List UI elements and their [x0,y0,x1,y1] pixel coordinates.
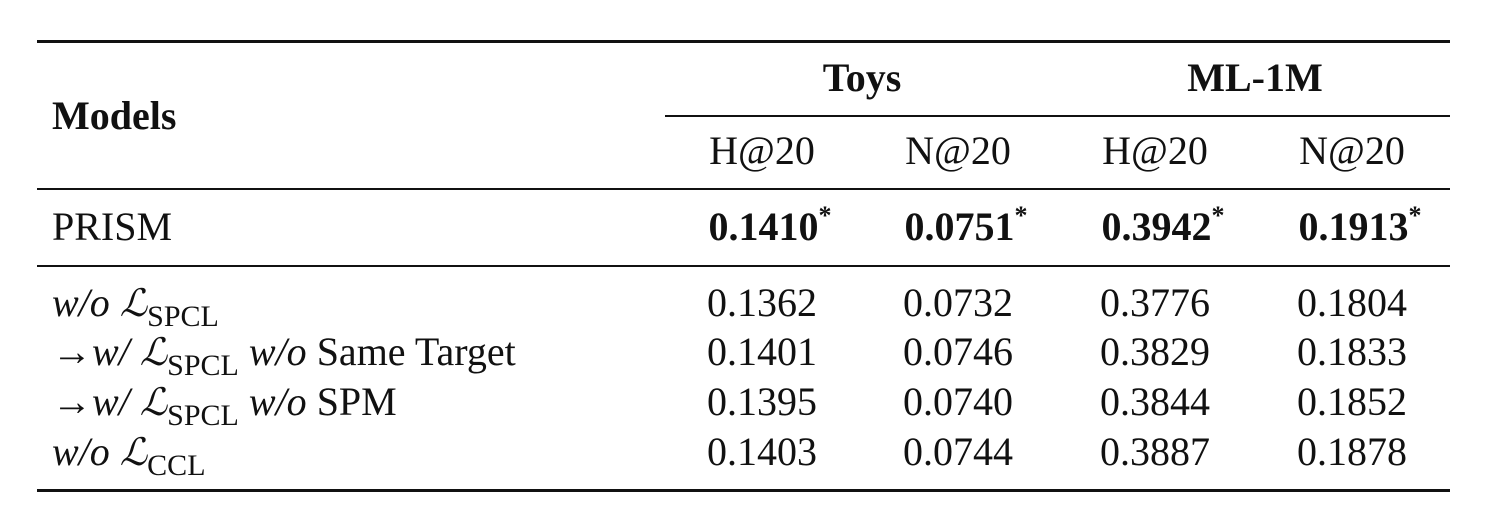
label-part: w/o [248,379,307,424]
label-part: w/o [248,329,307,374]
label-part: → [52,329,92,374]
cell: 0.1403 [707,429,817,474]
label-part: SPCL [167,399,239,432]
cell: 0.1833 [1297,329,1407,374]
significance-mark: * [1211,201,1225,230]
significance-mark: * [818,201,832,230]
label-part: ℒ [139,380,168,424]
label-part: SPM [316,379,397,424]
label-part: ℒ [119,430,148,474]
cell: 0.1804 [1297,280,1407,325]
metric-header: H@20 [1102,128,1208,173]
significance-mark: * [1408,201,1422,230]
cell: 0.3942* [1101,203,1225,249]
cell: 0.0746 [903,329,1013,374]
row-label: PRISM [52,204,173,249]
cell: 0.1410* [708,203,832,249]
row-label: w/o ℒSPCL [52,280,219,332]
label-part: w/ [92,329,130,374]
row-label: →w/ℒSPCL w/o Same Target [52,329,516,381]
label-part: Same Target [316,329,516,374]
bottom-rule [37,489,1450,492]
cell: 0.1362 [707,280,817,325]
cell: 0.0740 [903,379,1013,424]
label-part: w/o [52,280,110,325]
label-part: SPCL [147,300,219,333]
cell: 0.0744 [903,429,1013,474]
label-part: ℒ [139,330,168,374]
group-header: Toys [822,55,902,100]
cell: 0.1852 [1297,379,1407,424]
label-part: SPCL [167,349,239,382]
label-part: ℒ [119,281,148,325]
cell: 0.3887 [1100,429,1210,474]
models-header: Models [52,93,177,138]
group-header: ML-1M [1187,55,1323,100]
cell: 0.1395 [707,379,817,424]
row-label: →w/ℒSPCL w/o SPM [52,379,397,431]
cell-value: 0.1410 [708,204,819,249]
label-part: CCL [147,449,206,482]
cell-value: 0.0751 [904,204,1015,249]
significance-mark: * [1014,201,1028,230]
cell-value: 0.1913 [1298,204,1409,249]
cell: 0.0732 [903,280,1013,325]
label-part: → [52,379,92,424]
cell: 0.1878 [1297,429,1407,474]
header-rule [37,188,1450,190]
label-part: w/o [52,429,110,474]
cell: 0.1913* [1298,203,1422,249]
mid-rule [37,265,1450,267]
top-rule [37,40,1450,43]
cell-value: 0.3942 [1101,204,1212,249]
group-rule [665,115,1450,117]
cell: 0.1401 [707,329,817,374]
cell: 0.3829 [1100,329,1210,374]
metric-header: N@20 [1299,128,1405,173]
row-label: w/o ℒCCL [52,429,206,481]
cell: 0.3844 [1100,379,1210,424]
metric-header: H@20 [709,128,815,173]
cell: 0.3776 [1100,280,1210,325]
label-part: w/ [92,379,130,424]
cell: 0.0751* [904,203,1028,249]
metric-header: N@20 [905,128,1011,173]
